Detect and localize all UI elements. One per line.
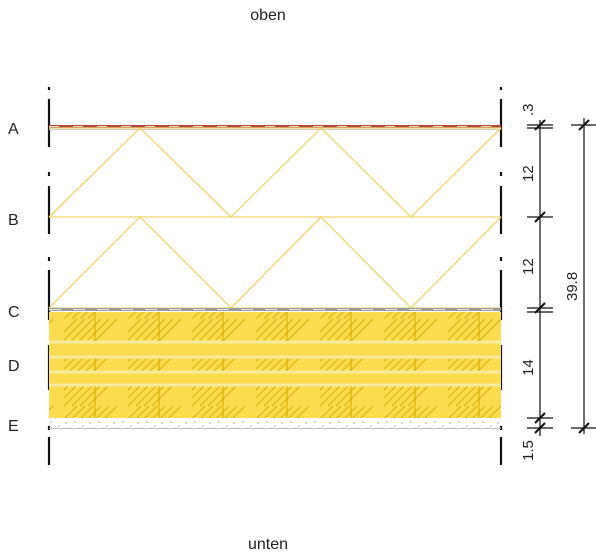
- layer-b-insulation-upper: [48, 127, 502, 218]
- layer-d-timber: [49, 312, 501, 418]
- layer-e-gravel: [49, 418, 501, 429]
- layer-label-d: D: [8, 358, 20, 375]
- layer-label-c: C: [8, 304, 20, 321]
- dimension-total: [571, 118, 596, 434]
- dim-label-a: .3: [520, 103, 537, 116]
- layer-label-a: A: [8, 121, 19, 138]
- dimension-chain: [527, 119, 553, 436]
- layer-b-insulation-lower: [48, 216, 502, 309]
- dimension-labels: .3 12 12 14 1.5 39.8: [520, 103, 581, 461]
- dim-label-e: 1.5: [520, 440, 537, 461]
- layer-label-e: E: [8, 418, 19, 435]
- label-top: oben: [250, 7, 286, 24]
- dim-label-d: 14: [520, 359, 537, 376]
- dim-label-c: 12: [520, 258, 537, 275]
- layer-c-membrane: [49, 308, 501, 311]
- layer-label-b: B: [8, 212, 19, 229]
- dim-label-b: 12: [520, 165, 537, 182]
- dim-label-total: 39.8: [564, 272, 581, 301]
- layer-a-membrane: [49, 125, 501, 130]
- label-bottom: unten: [247, 536, 289, 553]
